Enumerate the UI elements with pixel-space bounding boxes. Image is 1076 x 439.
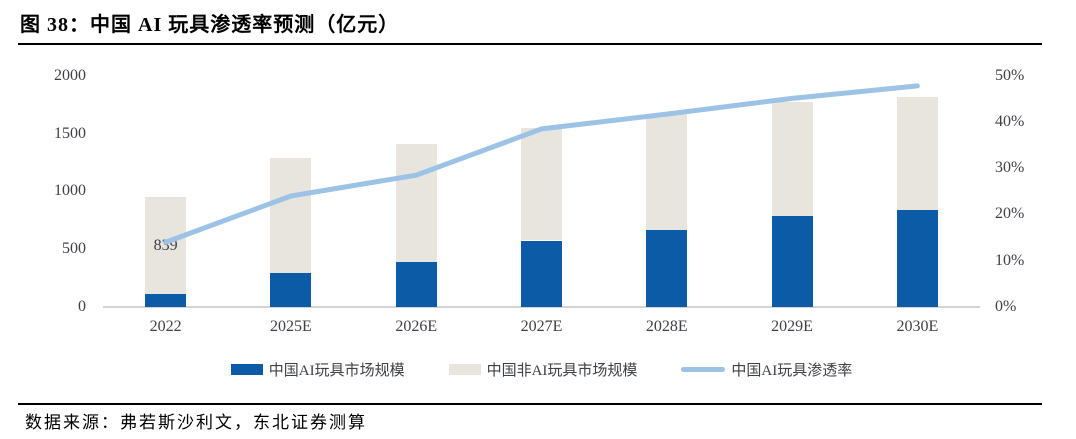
right-axis-tick: 10%	[995, 251, 1025, 269]
bar-non-ai-segment	[896, 96, 938, 210]
left-axis-tick: 1000	[54, 182, 86, 200]
legend-item-non-ai-market: 中国非AI玩具市场规模	[448, 359, 638, 380]
chart-legend: 中国AI玩具市场规模 中国非AI玩具市场规模 中国AI玩具渗透率	[103, 359, 980, 380]
legend-item-ai-market: 中国AI玩具市场规模	[230, 359, 405, 380]
bar-ai-segment	[270, 273, 312, 307]
bar-ai-segment	[771, 216, 813, 307]
legend-rect-swatch	[448, 364, 481, 375]
x-axis-label: 2022	[149, 318, 182, 335]
legend-line-swatch	[681, 367, 726, 372]
right-axis-tick: 0%	[995, 298, 1017, 315]
bar-data-label: 839	[153, 236, 178, 254]
bar-ai-segment	[145, 294, 187, 307]
left-axis-tick: 0	[78, 298, 86, 315]
legend-label: 中国非AI玩具市场规模	[486, 363, 638, 379]
source-text: 数据来源：弗若斯沙利文，东北证券测算	[25, 413, 367, 432]
bar-non-ai-segment	[521, 128, 562, 241]
source-rule	[18, 403, 1042, 405]
bar-ai-segment	[521, 240, 562, 307]
x-axis-line	[103, 306, 980, 308]
left-axis-tick: 2000	[54, 66, 86, 84]
bar-non-ai-segment	[270, 157, 312, 274]
bar-non-ai-segment	[771, 102, 813, 217]
legend-rect-swatch	[230, 364, 263, 375]
right-axis-tick: 20%	[995, 205, 1025, 223]
legend-label: 中国AI玩具渗透率	[731, 363, 853, 379]
legend-item-penetration: 中国AI玩具渗透率	[681, 359, 852, 380]
bar-ai-segment	[646, 229, 688, 307]
x-axis-label: 2025E	[270, 318, 312, 335]
left-axis-tick: 1500	[54, 124, 86, 142]
x-axis-label: 2026E	[395, 318, 438, 335]
left-axis-tick: 500	[62, 240, 86, 258]
right-axis-tick: 40%	[995, 112, 1025, 130]
title-rule	[18, 43, 1042, 45]
bar-non-ai-segment	[646, 113, 688, 230]
x-axis-label: 2030E	[896, 318, 939, 335]
bar-non-ai-segment	[395, 143, 437, 262]
bar-ai-segment	[395, 261, 437, 307]
x-axis-label: 2028E	[645, 318, 688, 335]
bar-ai-segment	[896, 209, 938, 307]
right-axis-tick: 50%	[995, 66, 1025, 84]
x-axis-label: 2029E	[771, 318, 813, 335]
x-axis-label: 2027E	[520, 318, 563, 335]
figure-title: 图 38：中国 AI 玩具渗透率预测（亿元）	[20, 14, 400, 36]
legend-label: 中国AI玩具市场规模	[268, 363, 405, 379]
right-axis-tick: 30%	[995, 159, 1025, 177]
